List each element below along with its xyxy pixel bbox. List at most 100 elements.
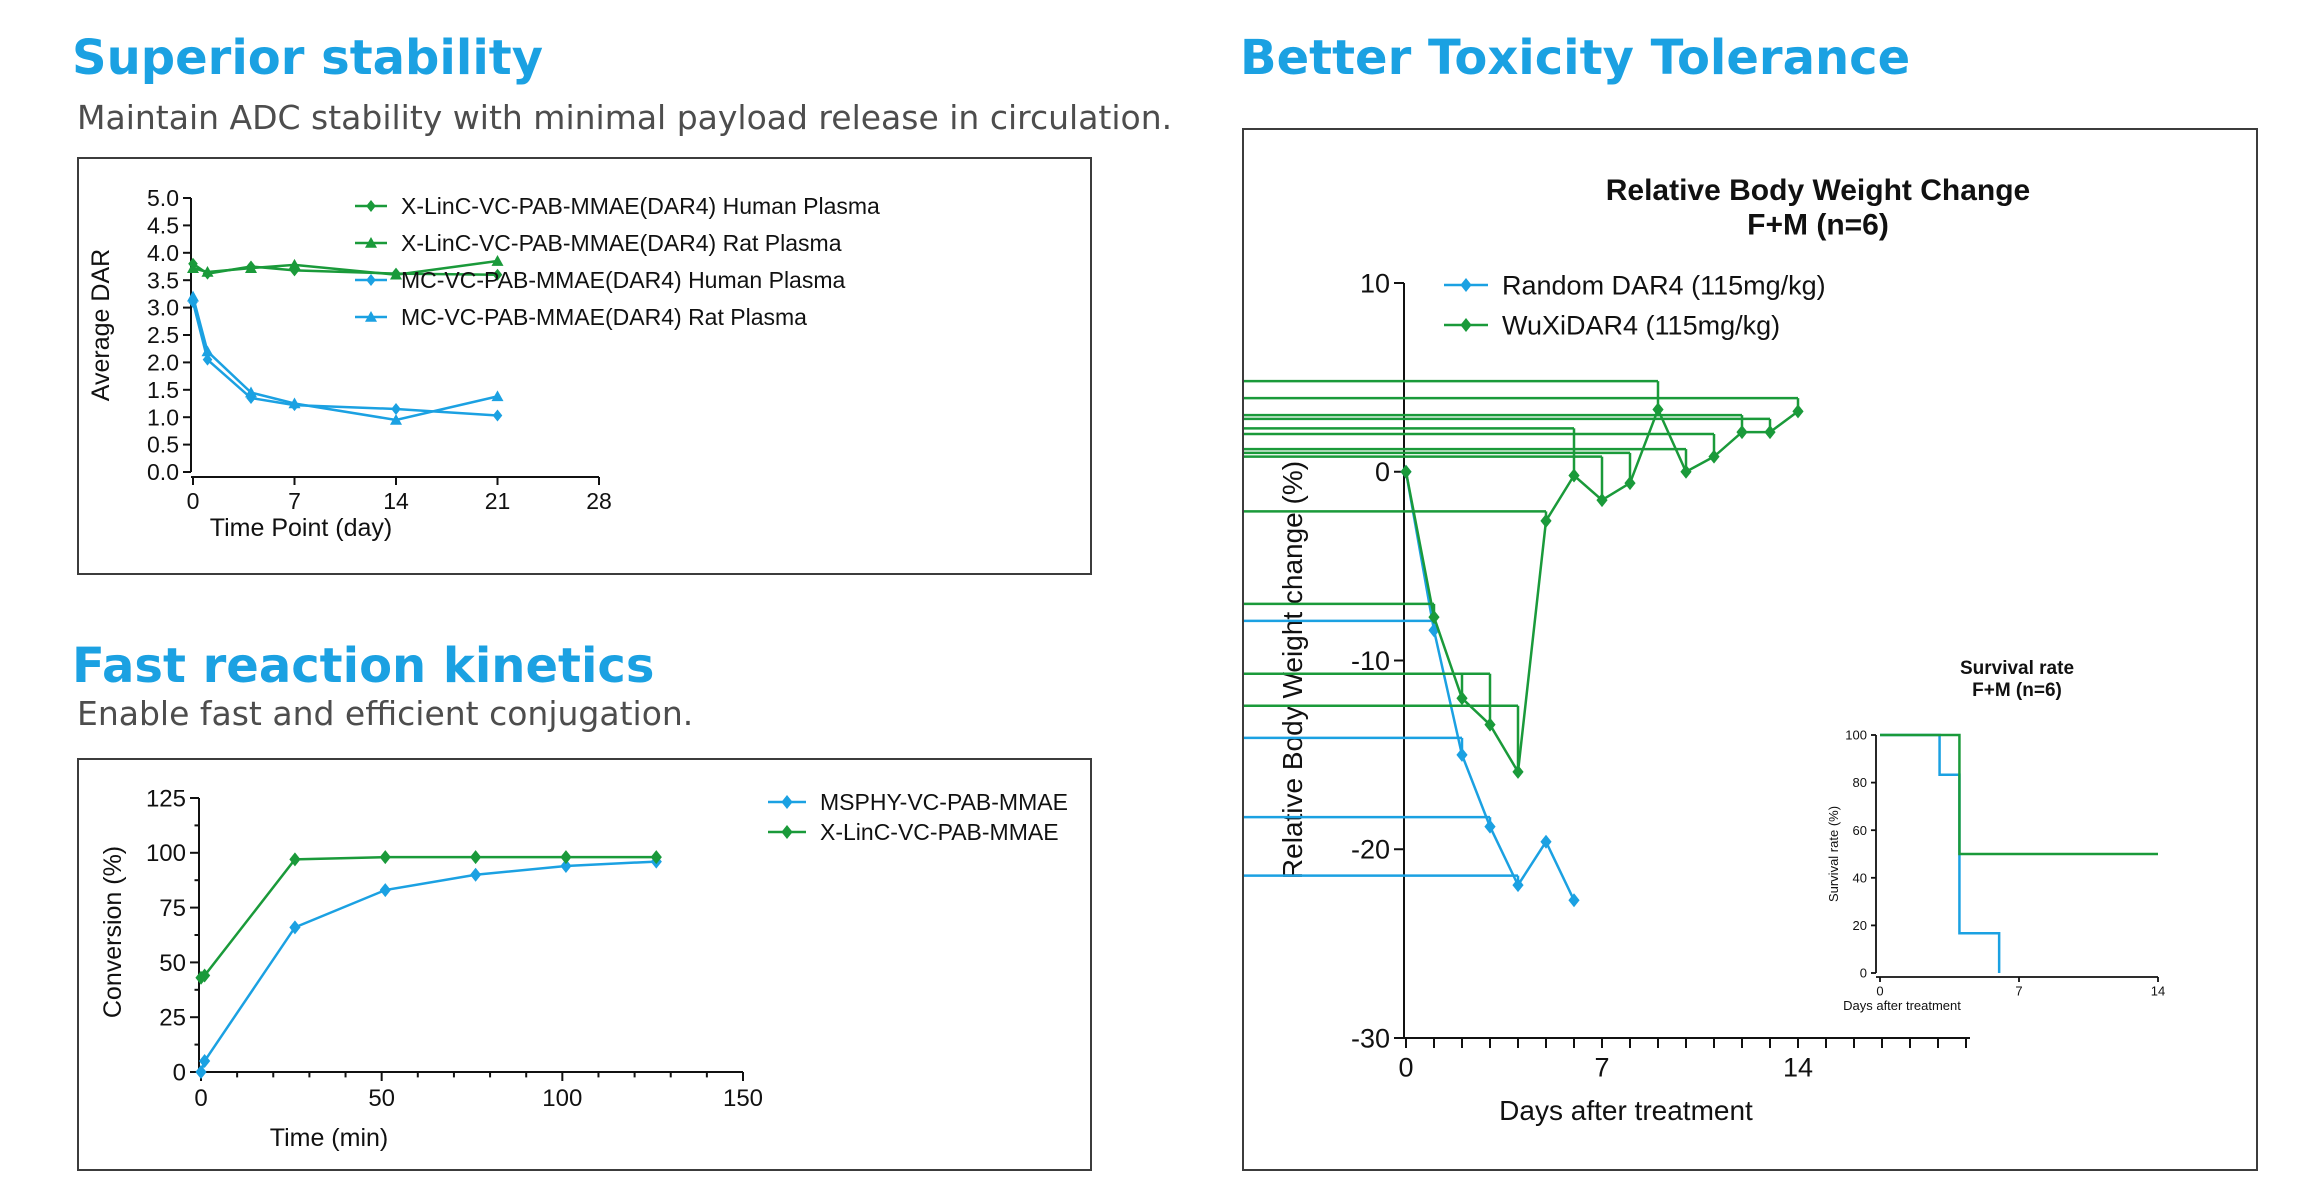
bodyweight-data-point xyxy=(1456,747,1468,762)
stability-x-tick-label: 21 xyxy=(485,488,511,514)
survival-series-line xyxy=(1880,733,2158,856)
stability-x-tick-label: 28 xyxy=(586,488,612,514)
stability-data-point xyxy=(187,262,199,273)
stability-data-point xyxy=(245,386,257,398)
stability-y-tick-label: 2.5 xyxy=(147,322,179,348)
bodyweight-data-point xyxy=(1764,425,1776,440)
stability-y-tick-label: 0.0 xyxy=(147,459,179,485)
bodyweight-y-axis-label: Relative Body Weight change (%) xyxy=(1277,461,1308,879)
kinetics-section-subtitle: Enable fast and efficient conjugation. xyxy=(77,694,694,733)
bodyweight-chart-subtitle: F+M (n=6) xyxy=(1747,209,1889,242)
survival-y-tick-label: 100 xyxy=(1845,728,1867,743)
stability-y-tick-label: 4.0 xyxy=(147,240,179,266)
kinetics-y-tick-label: 0 xyxy=(173,1059,186,1086)
kinetics-chart-group: 0 25 50 75 100 125 0 50 100 150 Time (min) Conversi… xyxy=(99,785,1068,1152)
bodyweight-data-point xyxy=(1624,476,1636,491)
kinetics-y-tick-label: 75 xyxy=(159,895,186,922)
kinetics-x-tick-label: 150 xyxy=(723,1085,763,1112)
kinetics-x-axis-label: Time (min) xyxy=(270,1124,389,1152)
stability-y-tick-label: 5.0 xyxy=(147,185,179,211)
bodyweight-data-point xyxy=(1792,404,1804,419)
stability-legend-label: MC-VC-PAB-MMAE(DAR4) Rat Plasma xyxy=(401,304,807,330)
stability-series-mc-vc-pab-mmae-dar4-rat-plasma xyxy=(187,290,504,425)
bodyweight-y-tick-label: -20 xyxy=(1351,835,1390,865)
stability-x-tick-label: 0 xyxy=(187,488,200,514)
bodyweight-data-point xyxy=(1484,819,1496,834)
bodyweight-legend-marker xyxy=(1460,278,1472,292)
stability-y-tick-label: 2.0 xyxy=(147,349,179,375)
stability-legend-marker xyxy=(366,274,376,286)
kinetics-legend-label: X-LinC-VC-PAB-MMAE xyxy=(820,819,1059,845)
survival-y-axis-label: Survival rate (%) xyxy=(1826,806,1841,902)
survival-series-wuxidar4-115mg-kg xyxy=(1880,733,2158,856)
bodyweight-chart-title: Relative Body Weight Change xyxy=(1606,174,2031,207)
kinetics-data-point xyxy=(379,850,391,865)
stability-y-tick-label: 3.0 xyxy=(147,295,179,321)
kinetics-data-point xyxy=(560,858,572,873)
bodyweight-legend-marker xyxy=(1460,318,1472,332)
survival-y-tick-label: 20 xyxy=(1853,918,1867,933)
stability-data-point xyxy=(288,397,301,409)
stability-x-tick-label: 7 xyxy=(288,488,301,514)
kinetics-data-point xyxy=(289,852,301,867)
kinetics-y-tick-label: 50 xyxy=(159,950,186,977)
survival-x-tick-label: 14 xyxy=(2151,984,2165,999)
kinetics-section-title: Fast reaction kinetics xyxy=(72,638,655,694)
bodyweight-x-tick-label: 0 xyxy=(1398,1052,1413,1082)
stability-data-point xyxy=(491,390,504,402)
bodyweight-data-point xyxy=(1568,893,1580,908)
stability-data-point xyxy=(245,262,257,273)
toxicity-section-title: Better Toxicity Tolerance xyxy=(1240,30,1911,86)
stability-chart-group: 0.00.51.01.52.02.53.03.54.04.55.0 0 7 14 21 2… xyxy=(87,185,880,542)
kinetics-data-point xyxy=(199,1054,211,1069)
kinetics-data-point xyxy=(470,850,482,865)
stability-data-point xyxy=(391,402,401,415)
stability-data-point xyxy=(491,255,504,266)
stability-series-line xyxy=(191,296,498,422)
kinetics-legend-marker xyxy=(781,795,793,809)
stability-y-tick-label: 1.0 xyxy=(147,404,179,430)
survival-x-tick-label: 7 xyxy=(2015,984,2022,999)
stability-data-point xyxy=(390,413,402,425)
kinetics-data-point xyxy=(650,850,662,865)
bodyweight-legend-label: Random DAR4 (115mg/kg) xyxy=(1502,270,1826,300)
kinetics-y-tick-label: 25 xyxy=(159,1005,186,1032)
stability-y-tick-label: 3.5 xyxy=(147,267,179,293)
stability-chart: 0.00.51.01.52.02.53.03.54.04.55.0 0 7 14 21 2… xyxy=(87,185,880,542)
stability-legend-label: X-LinC-VC-PAB-MMAE(DAR4) Human Plasma xyxy=(401,193,880,219)
stability-data-point xyxy=(202,353,213,366)
bodyweight-legend-label: WuXiDAR4 (115mg/kg) xyxy=(1502,310,1780,340)
kinetics-legend-label: MSPHY-VC-PAB-MMAE xyxy=(820,789,1068,815)
stability-y-axis-label: Average DAR xyxy=(87,249,115,401)
survival-y-tick-label: 40 xyxy=(1853,870,1867,885)
stability-data-point xyxy=(288,258,301,270)
stability-data-point xyxy=(201,345,214,357)
stability-section-title: Superior stability xyxy=(72,30,543,86)
survival-x-axis-label: Days after treatment xyxy=(1843,998,1961,1013)
kinetics-x-tick-label: 0 xyxy=(194,1085,207,1112)
bodyweight-y-tick-label: -10 xyxy=(1351,646,1390,676)
stability-y-tick-label: 0.5 xyxy=(147,432,179,458)
bodyweight-y-tick-label: 0 xyxy=(1375,457,1390,487)
survival-x-tick-label: 0 xyxy=(1876,984,1883,999)
bodyweight-x-axis-label: Days after treatment xyxy=(1499,1095,1753,1126)
bodyweight-y-tick-label: 10 xyxy=(1360,268,1390,298)
kinetics-y-axis-label: Conversion (%) xyxy=(99,846,127,1018)
kinetics-chart-panel: 0 25 50 75 100 125 0 50 100 150 Time (min) Conversi… xyxy=(77,758,1092,1171)
kinetics-data-point xyxy=(470,867,482,882)
kinetics-series-msphy-vc-pab-mmae xyxy=(195,854,662,1079)
stability-legend-label: X-LinC-VC-PAB-MMAE(DAR4) Rat Plasma xyxy=(401,230,842,256)
bodyweight-x-tick-label: 14 xyxy=(1783,1052,1813,1082)
kinetics-data-point xyxy=(195,1065,207,1079)
stability-data-point xyxy=(390,268,402,280)
kinetics-x-tick-label: 100 xyxy=(542,1085,582,1112)
stability-x-axis-label: Time Point (day) xyxy=(210,514,392,542)
stability-series-x-linc-vc-pab-mmae-dar4-rat-plasma xyxy=(187,255,504,280)
kinetics-data-point xyxy=(379,883,391,898)
kinetics-y-tick-label: 125 xyxy=(146,785,186,812)
stability-legend-marker xyxy=(365,311,377,322)
survival-y-tick-label: 60 xyxy=(1853,823,1867,838)
